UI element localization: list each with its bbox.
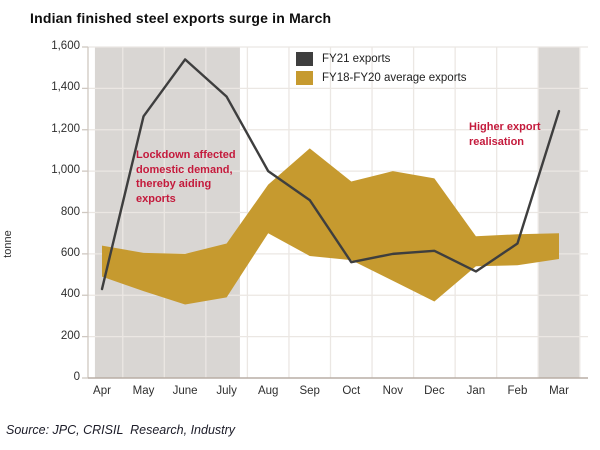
x-tick-label: Feb	[507, 385, 528, 397]
legend-label-avg: FY18-FY20 average exports	[322, 72, 467, 84]
annotation-higher-line2: realisation	[469, 135, 525, 148]
x-tick-label: Jan	[466, 385, 486, 397]
y-tick-label: 0	[73, 371, 80, 383]
x-tick-label: Aug	[257, 385, 279, 397]
x-tick-label: Dec	[424, 385, 445, 397]
y-tick-label: 600	[60, 246, 80, 259]
annotation-higher-line1: Higher export	[469, 121, 541, 133]
source-note: Source: JPC, CRISIL Research, Industry	[6, 423, 236, 437]
y-tick-label: 1,000	[51, 164, 80, 177]
legend-swatch-avg	[296, 71, 313, 85]
x-tick-label: Nov	[382, 385, 404, 397]
x-tick-label: July	[216, 385, 237, 397]
x-tick-label: Mar	[549, 385, 569, 397]
y-tick-label: 1,400	[51, 81, 80, 94]
y-tick-label: 1,200	[51, 122, 80, 135]
annotation-lockdown-line3: thereby aiding	[136, 178, 212, 190]
legend-swatch-fy21	[296, 52, 313, 66]
x-tick-label: June	[172, 385, 198, 397]
y-tick-label: 400	[60, 288, 80, 301]
y-tick-label: 1,600	[51, 40, 80, 52]
annotation-lockdown-line4: exports	[136, 192, 176, 205]
legend: FY21 exports FY18-FY20 average exports	[296, 52, 466, 90]
x-tick-label: Oct	[342, 385, 361, 397]
chart-title: Indian finished steel exports surge in M…	[30, 10, 332, 26]
annotation-lockdown-line1: Lockdown affected	[136, 149, 236, 161]
annotation-lockdown: Lockdown affected domestic demand, there…	[136, 148, 236, 206]
legend-item-fy21: FY21 exports	[296, 52, 466, 66]
x-tick-label: May	[132, 385, 155, 397]
x-tick-label: Apr	[93, 385, 111, 397]
y-axis-label: tonne	[2, 230, 14, 258]
y-tick-label: 200	[60, 329, 80, 342]
legend-label-fy21: FY21 exports	[322, 53, 391, 65]
annotation-lockdown-line2: domestic demand,	[136, 163, 233, 176]
fy21-line	[100, 58, 561, 291]
legend-item-avg: FY18-FY20 average exports	[296, 71, 466, 85]
avg-band-area	[102, 148, 559, 305]
x-tick-label: Sep	[299, 385, 320, 397]
y-tick-label: 800	[60, 205, 80, 218]
annotation-higher-export: Higher export realisation	[469, 120, 541, 149]
